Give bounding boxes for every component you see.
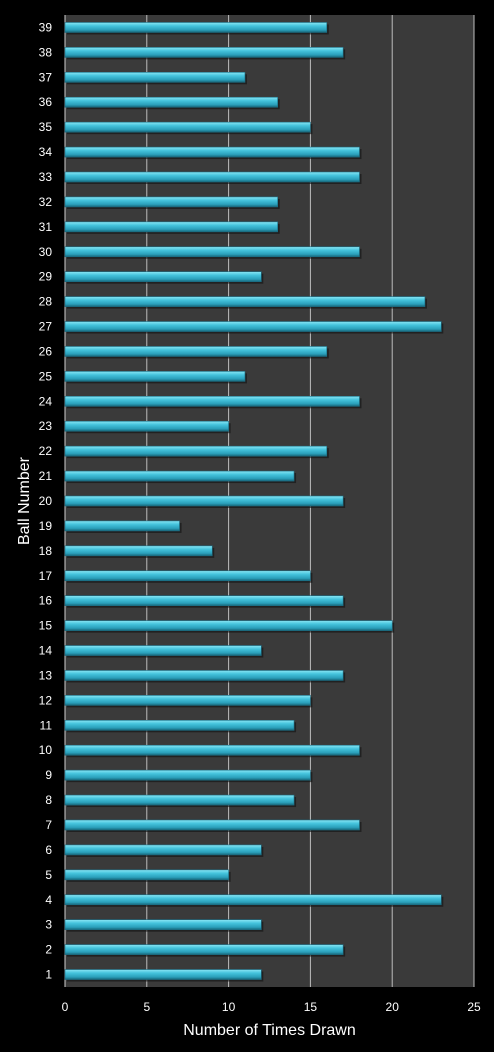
y-tick-label: 12 [39,693,53,707]
bar-ball-33 [64,171,360,183]
y-tick-label: 29 [39,270,53,284]
bar-ball-18 [64,545,213,557]
bar-ball-20 [64,495,344,507]
y-tick-label: 2 [45,943,52,957]
y-tick-labels: 1234567891011121314151617181920212223242… [39,20,53,981]
x-tick-labels: 0 5 10 15 20 25 [62,1000,481,1014]
y-tick-label: 15 [39,619,53,633]
y-tick-label: 5 [45,868,52,882]
y-tick-label: 14 [39,644,53,658]
bar-ball-9 [64,769,311,781]
y-tick-label: 9 [45,768,52,782]
bar-ball-34 [64,146,360,158]
bar-ball-16 [64,595,344,606]
y-tick-label: 10 [39,743,53,757]
bar-ball-17 [64,570,311,582]
bar-ball-27 [64,321,442,332]
bar-ball-38 [64,47,344,58]
y-tick-label: 4 [45,893,52,907]
x-tick-label: 10 [222,1000,236,1014]
y-tick-label: 19 [39,519,53,533]
bar-ball-31 [64,221,278,233]
y-tick-label: 32 [39,195,53,209]
y-tick-label: 36 [39,95,53,109]
bar-ball-24 [64,396,360,407]
y-tick-label: 37 [39,70,53,84]
y-tick-label: 3 [45,918,52,932]
y-tick-label: 20 [39,494,53,508]
y-tick-label: 1 [45,968,52,982]
y-tick-label: 18 [39,544,53,558]
y-tick-label: 6 [45,843,52,857]
bar-ball-15 [64,620,393,631]
x-tick-label: 15 [304,1000,318,1014]
y-tick-label: 13 [39,668,53,682]
y-tick-label: 33 [39,170,53,184]
bar-ball-2 [64,944,344,955]
y-tick-label: 16 [39,594,53,608]
bar-ball-4 [64,894,442,906]
bar-ball-29 [64,271,262,282]
bar-ball-14 [64,645,262,656]
bar-ball-8 [64,794,295,806]
bar-ball-5 [64,869,229,881]
y-tick-label: 24 [39,394,53,408]
bar-ball-23 [64,420,229,432]
y-tick-label: 21 [39,469,53,483]
y-tick-label: 34 [39,145,53,159]
x-tick-label: 20 [386,1000,400,1014]
bar-ball-19 [64,520,180,532]
bars [64,22,444,982]
bar-ball-28 [64,296,426,307]
x-tick-label: 25 [467,1000,481,1014]
bar-ball-11 [64,720,295,731]
x-tick-label: 0 [62,1000,69,1014]
y-tick-label: 23 [39,419,53,433]
bar-ball-37 [64,72,246,83]
y-tick-label: 26 [39,344,53,358]
bar-ball-10 [64,744,360,756]
x-tick-label: 5 [143,1000,150,1014]
bar-ball-1 [64,969,262,980]
bar-ball-7 [64,819,360,831]
y-tick-label: 38 [39,45,53,59]
bar-ball-26 [64,346,328,357]
bar-ball-35 [64,121,311,133]
y-tick-label: 7 [45,818,52,832]
bar-ball-3 [64,919,262,930]
bar-ball-30 [64,246,360,258]
y-tick-label: 31 [39,220,53,234]
bar-ball-6 [64,844,262,856]
y-tick-label: 35 [39,120,53,134]
bar-ball-22 [64,445,328,457]
y-tick-label: 27 [39,320,53,334]
y-tick-label: 22 [39,444,53,458]
y-tick-label: 25 [39,369,53,383]
y-tick-label: 8 [45,793,52,807]
bar-ball-13 [64,670,344,681]
bar-ball-36 [64,96,278,108]
bar-ball-39 [64,22,328,33]
y-tick-label: 30 [39,245,53,259]
bar-ball-25 [64,371,246,382]
bar-ball-21 [64,470,295,482]
y-axis-title: Ball Number [16,456,33,545]
y-tick-label: 39 [39,20,53,34]
x-axis-title: Number of Times Drawn [183,1022,356,1039]
y-tick-label: 28 [39,295,53,309]
bar-ball-32 [64,196,278,208]
bar-ball-12 [64,695,311,706]
y-tick-label: 17 [39,569,53,583]
y-tick-label: 11 [40,718,53,732]
